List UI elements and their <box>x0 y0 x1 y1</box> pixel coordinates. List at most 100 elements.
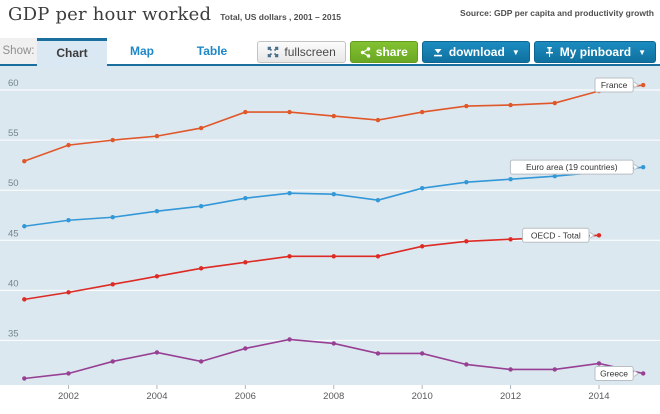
series-label-box <box>522 227 590 243</box>
data-point[interactable] <box>287 109 292 115</box>
data-point[interactable] <box>641 371 646 376</box>
data-point[interactable] <box>375 117 381 123</box>
y-axis-tick-label: 60 <box>8 78 19 89</box>
share-label: share <box>375 45 408 59</box>
page-subtitle: Total, US dollars , 2001 – 2015 <box>220 12 342 22</box>
data-point[interactable] <box>110 359 115 364</box>
data-point[interactable] <box>508 102 513 108</box>
x-axis-tick-label: 2004 <box>146 391 167 402</box>
data-point[interactable] <box>641 164 646 170</box>
series-label-box <box>509 159 634 175</box>
my-pinboard-button[interactable]: My pinboard ▼ <box>533 41 656 63</box>
data-point[interactable] <box>375 198 381 203</box>
data-point[interactable] <box>596 233 602 238</box>
download-icon <box>432 46 444 58</box>
series-label-caret <box>589 231 595 239</box>
series-label-text: Greece <box>600 368 628 378</box>
data-point[interactable] <box>198 204 204 209</box>
share-button[interactable]: share <box>349 41 418 63</box>
data-point[interactable] <box>243 109 248 115</box>
pinboard-caret-icon: ▼ <box>638 47 646 57</box>
data-point[interactable] <box>464 179 469 185</box>
data-point[interactable] <box>375 254 381 259</box>
data-point[interactable] <box>66 290 71 295</box>
data-point[interactable] <box>419 244 425 249</box>
line-chart: 35 40 45 50 55 60 2002 2004 2006 2008 2010 2012 2014… <box>0 66 660 402</box>
data-point[interactable] <box>464 239 469 244</box>
data-point[interactable] <box>287 254 292 259</box>
data-point[interactable] <box>154 274 160 279</box>
series-end-label: France <box>594 77 640 93</box>
data-point[interactable] <box>110 137 115 143</box>
data-point[interactable] <box>331 254 336 259</box>
series-label-box <box>594 365 634 381</box>
series-label-text: OECD - Total <box>531 230 581 240</box>
data-point[interactable] <box>552 173 557 179</box>
data-point[interactable] <box>464 103 469 109</box>
tab-chart[interactable]: Chart <box>37 38 107 66</box>
data-point[interactable] <box>641 82 646 88</box>
data-point[interactable] <box>198 359 204 364</box>
series-label-caret <box>633 370 640 377</box>
data-point[interactable] <box>154 209 160 214</box>
data-point[interactable] <box>66 371 71 376</box>
y-axis-tick-label: 55 <box>8 128 19 139</box>
data-point[interactable] <box>375 351 381 356</box>
download-button[interactable]: download ▼ <box>421 41 530 63</box>
data-point[interactable] <box>110 215 115 220</box>
y-axis-tick-label: 50 <box>8 178 19 189</box>
plot-background <box>0 66 660 385</box>
data-point[interactable] <box>22 224 27 229</box>
data-point[interactable] <box>243 260 248 265</box>
fullscreen-icon <box>267 46 279 58</box>
fullscreen-button[interactable]: fullscreen <box>257 41 346 63</box>
data-point[interactable] <box>508 176 513 182</box>
data-point[interactable] <box>419 109 425 115</box>
data-point[interactable] <box>243 346 248 351</box>
series-label-box <box>594 77 634 93</box>
data-point[interactable] <box>552 100 557 106</box>
data-point[interactable] <box>198 125 204 131</box>
data-point[interactable] <box>22 376 27 381</box>
data-point[interactable] <box>552 367 557 372</box>
data-point[interactable] <box>331 192 336 197</box>
x-axis-tick-label: 2002 <box>58 391 79 402</box>
data-point[interactable] <box>198 266 204 271</box>
show-label: Show: <box>0 38 37 64</box>
data-point[interactable] <box>464 362 469 367</box>
pinboard-label: My pinboard <box>559 45 632 59</box>
data-point[interactable] <box>243 196 248 201</box>
data-point[interactable] <box>22 158 27 164</box>
data-point[interactable] <box>331 113 336 119</box>
series-end-label: OECD - Total <box>522 227 595 243</box>
data-point[interactable] <box>154 133 160 139</box>
data-point[interactable] <box>596 361 602 366</box>
data-point[interactable] <box>287 190 292 196</box>
data-point[interactable] <box>508 237 513 242</box>
data-point[interactable] <box>287 337 292 342</box>
data-point[interactable] <box>22 297 27 302</box>
data-point[interactable] <box>66 218 71 223</box>
source-label: Source: GDP per capita and productivity … <box>460 8 654 18</box>
tab-table[interactable]: Table <box>196 44 228 58</box>
x-axis-tick-label: 2006 <box>235 391 256 402</box>
x-axis-tick-label: 2014 <box>588 391 609 402</box>
chart-area: 35 40 45 50 55 60 2002 2004 2006 2008 2010 2012 2014… <box>0 66 660 409</box>
data-point[interactable] <box>419 185 425 191</box>
y-axis-tick-label: 45 <box>8 228 19 239</box>
series-end-label: Greece <box>594 365 640 381</box>
x-axis-tick-label: 2010 <box>412 391 433 402</box>
chart-header: GDP per hour worked Total, US dollars , … <box>0 0 660 38</box>
series-label-caret <box>633 163 640 171</box>
data-point[interactable] <box>419 351 425 356</box>
series-label-text: France <box>601 80 628 90</box>
data-point[interactable] <box>331 341 336 346</box>
data-point[interactable] <box>508 367 513 372</box>
series-label-caret <box>633 81 640 89</box>
data-point[interactable] <box>110 282 115 287</box>
fullscreen-label: fullscreen <box>284 45 336 59</box>
tab-map[interactable]: Map <box>130 44 154 58</box>
data-point[interactable] <box>66 142 71 148</box>
data-point[interactable] <box>154 350 160 355</box>
toolbar: Show: Chart Map Table fullscreen <box>0 38 660 66</box>
